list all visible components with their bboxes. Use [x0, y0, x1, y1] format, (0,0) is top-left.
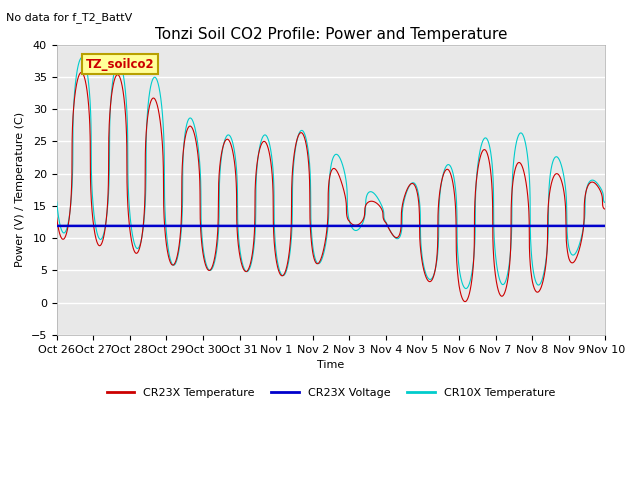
Y-axis label: Power (V) / Temperature (C): Power (V) / Temperature (C): [15, 112, 25, 267]
X-axis label: Time: Time: [317, 360, 344, 370]
Title: Tonzi Soil CO2 Profile: Power and Temperature: Tonzi Soil CO2 Profile: Power and Temper…: [155, 27, 508, 42]
Text: TZ_soilco2: TZ_soilco2: [86, 58, 154, 71]
Text: No data for f_T2_BattV: No data for f_T2_BattV: [6, 12, 132, 23]
Legend: CR23X Temperature, CR23X Voltage, CR10X Temperature: CR23X Temperature, CR23X Voltage, CR10X …: [102, 383, 560, 402]
